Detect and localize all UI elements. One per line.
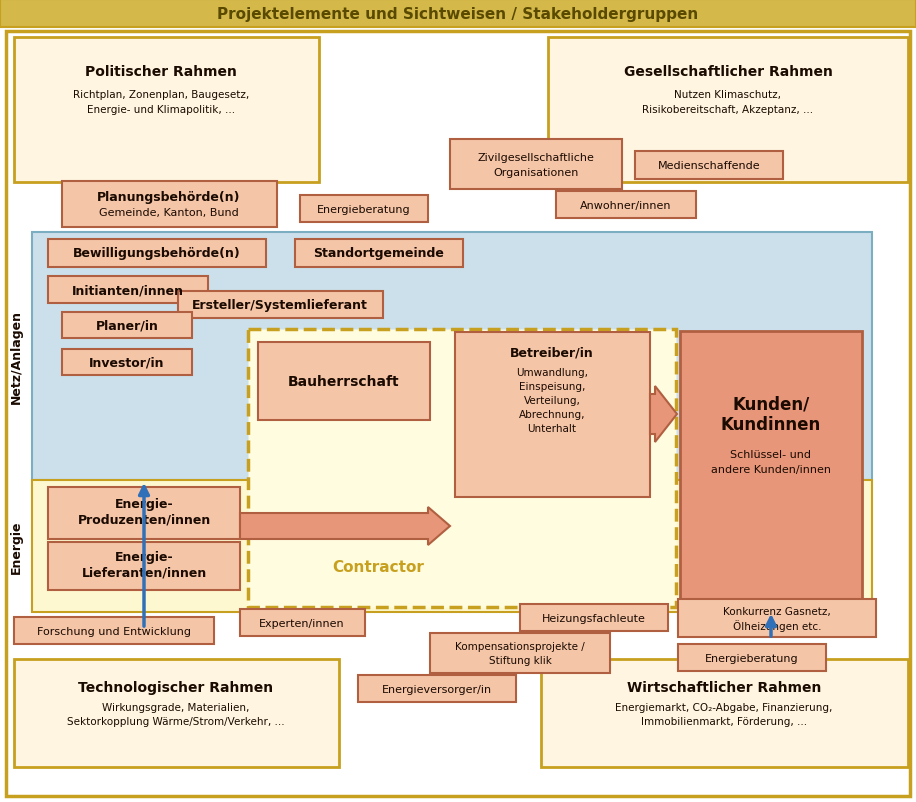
Text: Produzenten/innen: Produzenten/innen bbox=[77, 512, 211, 526]
Bar bbox=[300, 196, 428, 223]
Text: Kunden/: Kunden/ bbox=[733, 395, 810, 414]
Text: Technologischer Rahmen: Technologischer Rahmen bbox=[79, 680, 274, 695]
Text: Investor/in: Investor/in bbox=[89, 356, 165, 369]
Text: Organisationen: Organisationen bbox=[494, 168, 579, 178]
Text: Energiemarkt, CO₂-Abgabe, Finanzierung,: Energiemarkt, CO₂-Abgabe, Finanzierung, bbox=[616, 702, 833, 712]
Text: Experten/innen: Experten/innen bbox=[259, 618, 344, 628]
Text: Kundinnen: Kundinnen bbox=[721, 415, 821, 433]
Text: Immobilienmarkt, Förderung, ...: Immobilienmarkt, Förderung, ... bbox=[641, 716, 807, 726]
Text: Stiftung klik: Stiftung klik bbox=[488, 655, 551, 665]
Text: Planungsbehörde(n): Planungsbehörde(n) bbox=[97, 191, 241, 205]
Bar bbox=[258, 342, 430, 420]
Text: Standortgemeinde: Standortgemeinde bbox=[313, 247, 444, 260]
Text: Heizungsfachleute: Heizungsfachleute bbox=[542, 614, 646, 623]
Text: Gemeinde, Kanton, Bund: Gemeinde, Kanton, Bund bbox=[99, 208, 239, 217]
Text: Konkurrenz Gasnetz,: Konkurrenz Gasnetz, bbox=[723, 606, 831, 616]
Bar bbox=[178, 292, 383, 318]
Bar bbox=[541, 659, 908, 767]
Bar bbox=[32, 480, 872, 612]
Bar bbox=[680, 331, 862, 611]
Text: Unterhalt: Unterhalt bbox=[528, 423, 576, 433]
Bar bbox=[548, 38, 908, 183]
Text: Anwohner/innen: Anwohner/innen bbox=[580, 200, 671, 211]
Bar bbox=[635, 152, 783, 180]
Text: Politischer Rahmen: Politischer Rahmen bbox=[85, 65, 237, 79]
Text: Kompensationsprojekte /: Kompensationsprojekte / bbox=[455, 642, 585, 651]
Text: Betreiber/in: Betreiber/in bbox=[510, 346, 594, 359]
FancyArrow shape bbox=[650, 387, 677, 443]
Text: Initianten/innen: Initianten/innen bbox=[72, 284, 184, 297]
Text: Bauherrschaft: Bauherrschaft bbox=[289, 375, 399, 388]
Bar bbox=[48, 542, 240, 590]
Bar bbox=[48, 488, 240, 539]
Text: Wirkungsgrade, Materialien,: Wirkungsgrade, Materialien, bbox=[103, 702, 250, 712]
Text: Forschung und Entwicklung: Forschung und Entwicklung bbox=[37, 626, 191, 636]
Text: Wirtschaftlicher Rahmen: Wirtschaftlicher Rahmen bbox=[627, 680, 821, 695]
Bar bbox=[556, 192, 696, 219]
Bar bbox=[0, 0, 916, 28]
Bar bbox=[678, 644, 826, 671]
Bar bbox=[430, 634, 610, 673]
Bar bbox=[358, 675, 516, 702]
Bar bbox=[14, 618, 214, 644]
Text: Verteilung,: Verteilung, bbox=[524, 395, 581, 406]
FancyArrow shape bbox=[240, 508, 450, 545]
Bar bbox=[14, 659, 339, 767]
Text: Abrechnung,: Abrechnung, bbox=[518, 410, 585, 419]
Text: Richtplan, Zonenplan, Baugesetz,: Richtplan, Zonenplan, Baugesetz, bbox=[73, 90, 249, 100]
Text: Ersteller/Systemlieferant: Ersteller/Systemlieferant bbox=[192, 299, 368, 312]
Bar bbox=[48, 240, 266, 268]
Bar bbox=[248, 330, 676, 607]
Text: Risikobereitschaft, Akzeptanz, ...: Risikobereitschaft, Akzeptanz, ... bbox=[642, 105, 813, 115]
Text: Energie-: Energie- bbox=[114, 498, 173, 511]
Bar bbox=[295, 240, 463, 268]
Bar bbox=[62, 313, 192, 338]
Text: Netz/Anlagen: Netz/Anlagen bbox=[9, 310, 23, 403]
Bar bbox=[48, 277, 208, 304]
Text: Projektelemente und Sichtweisen / Stakeholdergruppen: Projektelemente und Sichtweisen / Stakeh… bbox=[217, 6, 699, 22]
Text: Schlüssel- und: Schlüssel- und bbox=[730, 449, 812, 460]
Text: andere Kunden/innen: andere Kunden/innen bbox=[711, 464, 831, 475]
Text: Umwandlung,: Umwandlung, bbox=[516, 367, 588, 378]
Bar bbox=[14, 38, 319, 183]
Bar bbox=[62, 182, 277, 228]
Text: Zivilgesellschaftliche: Zivilgesellschaftliche bbox=[477, 153, 594, 163]
Text: Sektorkopplung Wärme/Strom/Verkehr, ...: Sektorkopplung Wärme/Strom/Verkehr, ... bbox=[67, 716, 285, 726]
Text: Planer/in: Planer/in bbox=[95, 319, 158, 332]
Bar bbox=[450, 140, 622, 190]
Bar bbox=[520, 604, 668, 631]
Text: Energie-: Energie- bbox=[114, 551, 173, 564]
Text: Energieberatung: Energieberatung bbox=[705, 653, 799, 663]
Text: Energieberatung: Energieberatung bbox=[317, 205, 410, 215]
Bar bbox=[32, 233, 872, 480]
Text: Energie: Energie bbox=[9, 520, 23, 573]
Bar bbox=[240, 610, 365, 636]
Text: Energie- und Klimapolitik, ...: Energie- und Klimapolitik, ... bbox=[87, 105, 235, 115]
Text: Energieversorger/in: Energieversorger/in bbox=[382, 684, 492, 695]
Text: Contractor: Contractor bbox=[333, 560, 424, 575]
Bar bbox=[62, 350, 192, 375]
Text: Medienschaffende: Medienschaffende bbox=[658, 160, 760, 171]
Text: Lieferanten/innen: Lieferanten/innen bbox=[82, 565, 207, 579]
Text: Bewilligungsbehörde(n): Bewilligungsbehörde(n) bbox=[73, 247, 241, 260]
Bar bbox=[455, 333, 650, 497]
Text: Ölheizungen etc.: Ölheizungen etc. bbox=[733, 619, 822, 631]
Text: Einspeisung,: Einspeisung, bbox=[518, 382, 585, 391]
Text: Gesellschaftlicher Rahmen: Gesellschaftlicher Rahmen bbox=[624, 65, 833, 79]
Text: Nutzen Klimaschutz,: Nutzen Klimaschutz, bbox=[674, 90, 781, 100]
Bar bbox=[678, 599, 876, 638]
